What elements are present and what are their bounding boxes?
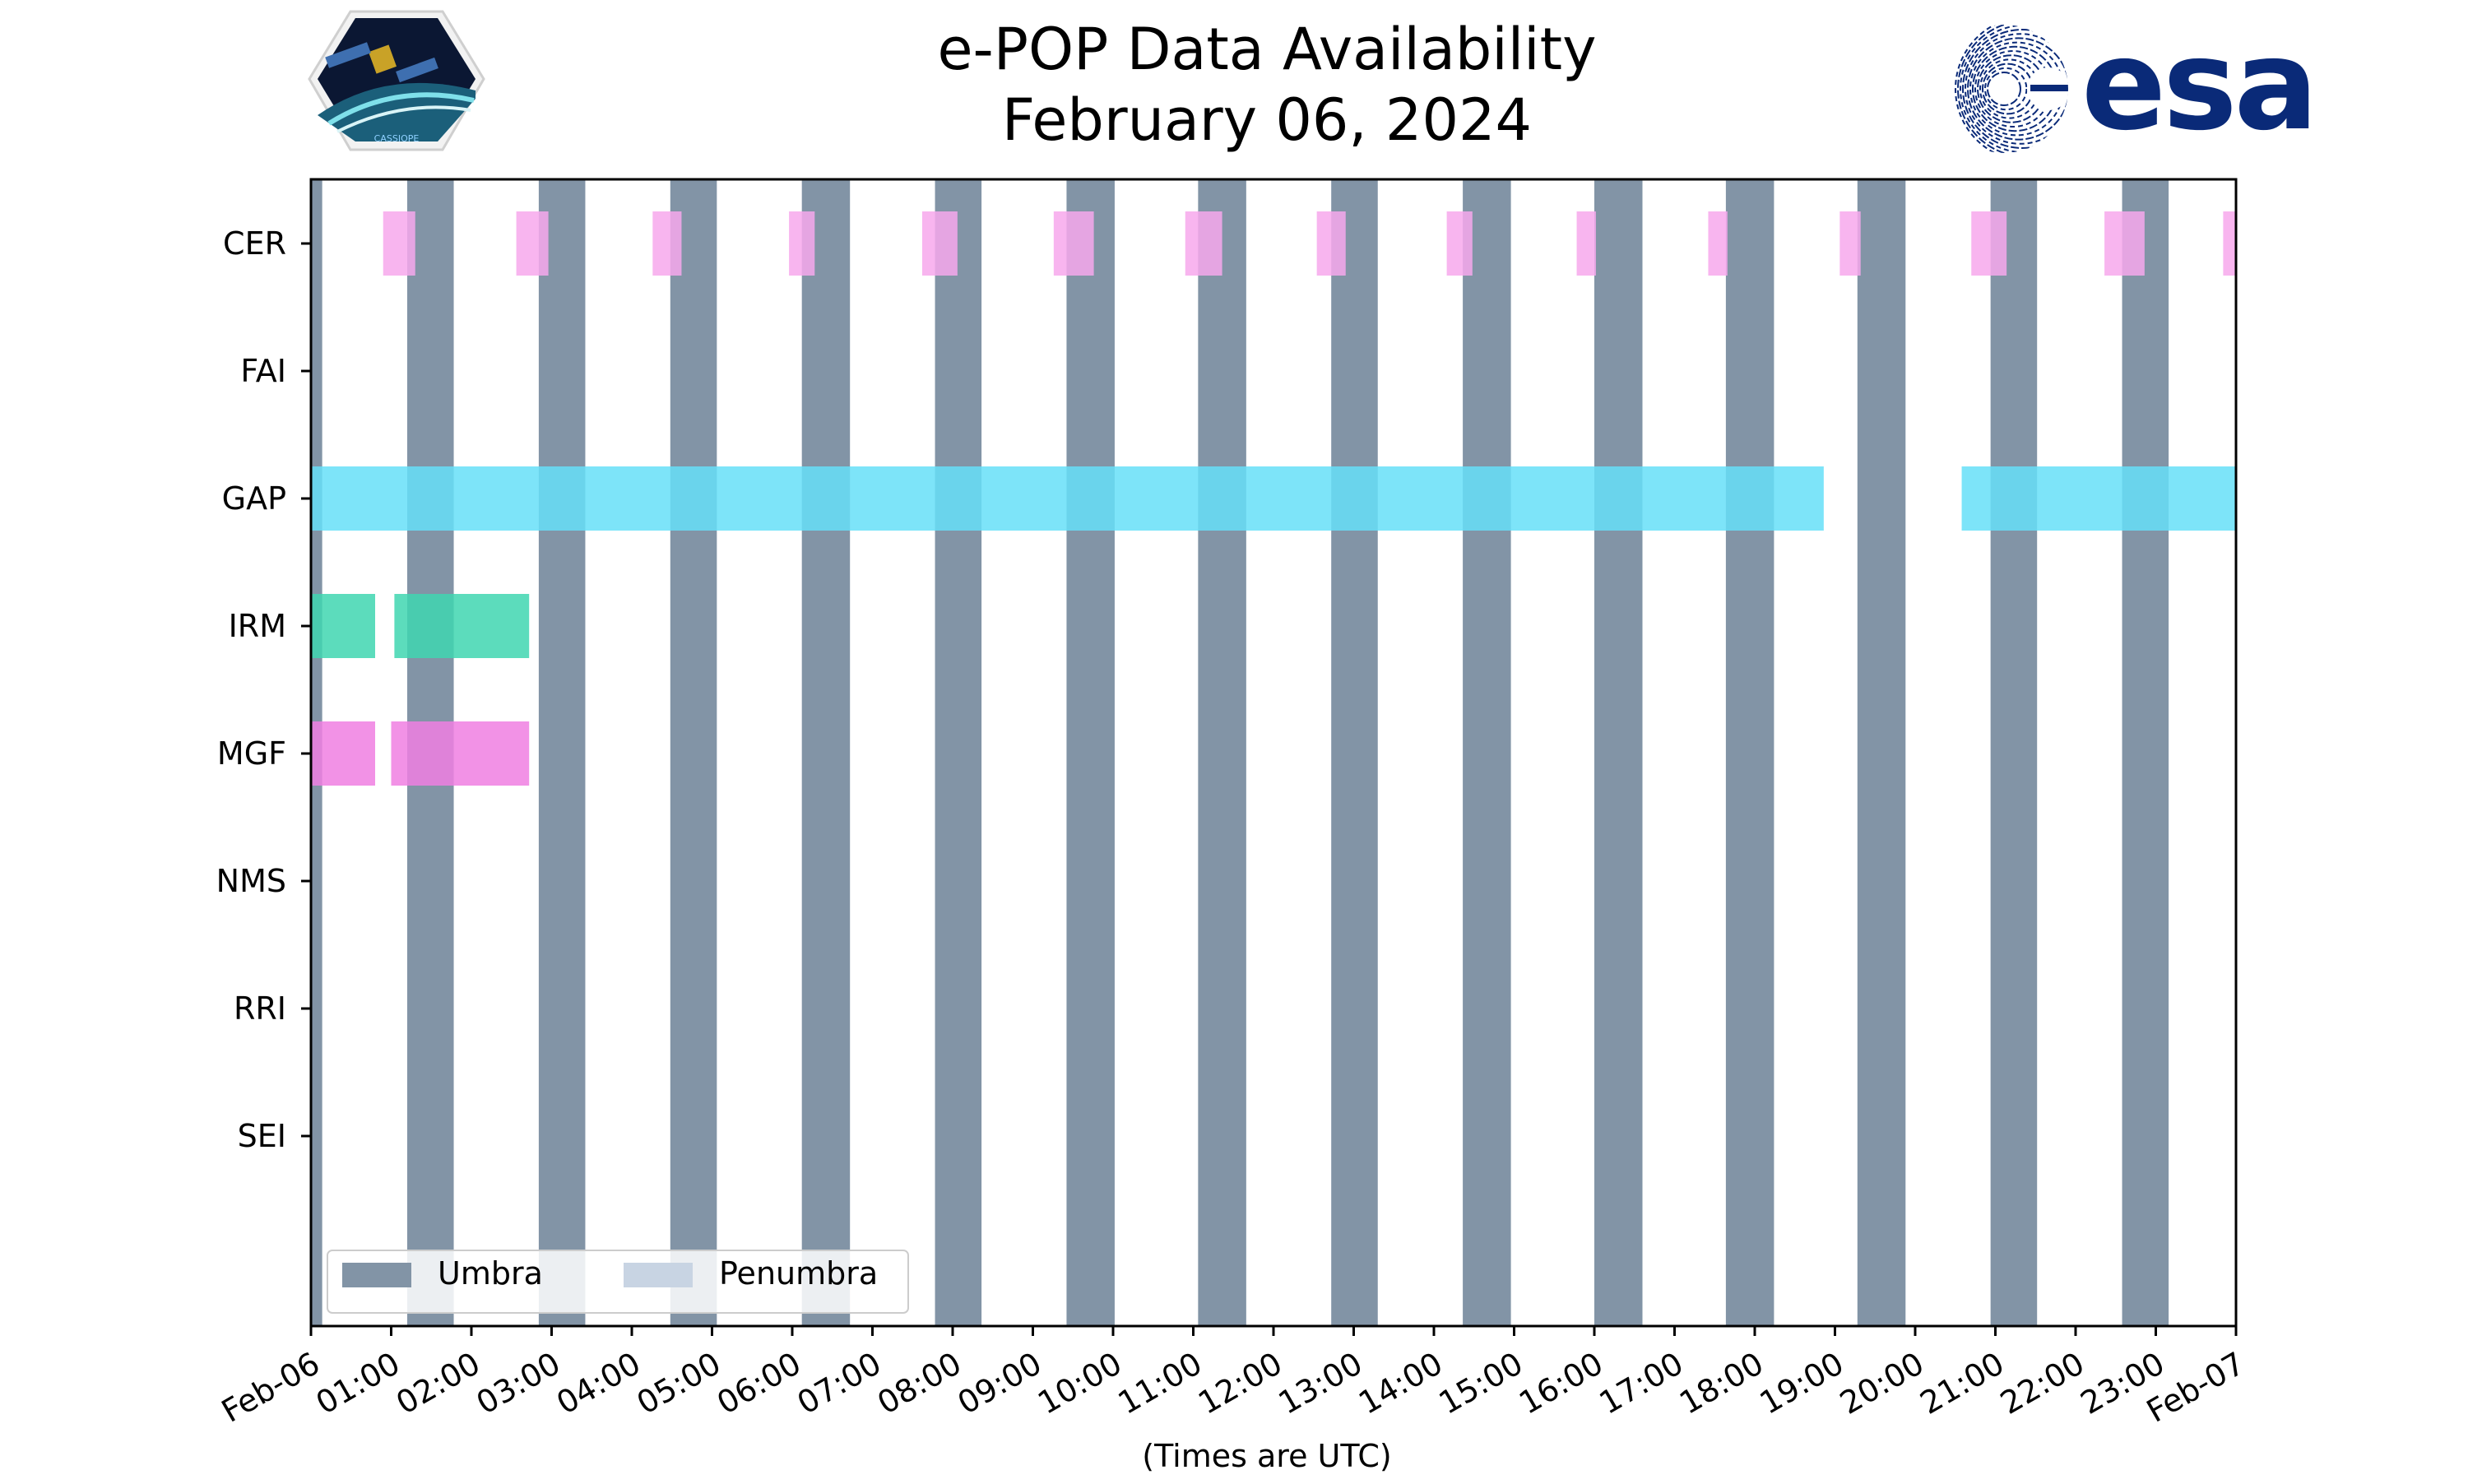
bar-gap-1 [1961,466,2236,531]
umbra-band-9 [1463,179,1511,1326]
bar-cer-5 [1053,211,1094,276]
x-tick-label-20: 20:00 [1834,1345,1930,1421]
legend-label-umbra: Umbra [438,1255,543,1292]
y-tick-label-mgf: MGF [217,735,286,772]
y-tick-label-irm: IRM [229,608,286,644]
bar-cer-9 [1576,211,1596,276]
x-tick-label-19: 19:00 [1754,1345,1850,1421]
x-tick-label-5: 05:00 [631,1345,727,1421]
legend: Umbra Penumbra [327,1250,909,1314]
umbra-band-14 [2122,179,2169,1326]
bar-mgf-1 [391,721,530,786]
x-tick-label-1: 01:00 [310,1345,406,1421]
y-tick-label-sei: SEI [238,1118,286,1154]
esa-wordmark: esa [2081,12,2315,158]
x-tick-label-12: 12:00 [1192,1345,1288,1421]
y-tick-label-rri: RRI [234,990,286,1027]
legend-frame [327,1250,909,1314]
x-tick-label-14: 14:00 [1352,1345,1449,1421]
umbra-band-12 [1857,179,1906,1326]
x-tick-label-2: 02:00 [390,1345,486,1421]
bar-cer-14 [2223,211,2236,276]
y-tick-label-nms: NMS [216,863,286,899]
chart-title-line-1: e-POP Data Availability [937,16,1596,83]
esa-logo: esa [1955,12,2318,158]
legend-label-penumbra: Penumbra [719,1255,878,1292]
esa-swirl-icon [1955,25,2068,153]
x-axis-label: (Times are UTC) [1142,1438,1391,1474]
satellite-icon [325,42,438,83]
umbra-layer [311,179,2169,1326]
umbra-band-4 [801,179,851,1326]
bar-cer-3 [789,211,815,276]
bar-cer-8 [1446,211,1473,276]
x-tick-label-11: 11:00 [1112,1345,1208,1421]
bar-mgf-0 [311,721,375,786]
umbra-band-6 [1066,179,1115,1326]
x-tick-label-7: 07:00 [791,1345,888,1421]
cassiope-mission-patch: CASSIOPE [308,10,485,151]
x-tick-label-15: 15:00 [1433,1345,1529,1421]
x-tick-label-21: 21:00 [1914,1345,2011,1421]
y-tick-label-cer: CER [223,225,286,262]
umbra-band-11 [1725,179,1774,1326]
chart-title-line-2: February 06, 2024 [1002,86,1532,154]
bar-cer-2 [652,211,682,276]
x-tick-label-6: 06:00 [711,1345,807,1421]
bar-irm-1 [394,594,530,658]
umbra-band-5 [935,179,982,1326]
x-tick-label-0: Feb-06 [216,1345,326,1430]
y-tick-label-fai: FAI [240,353,286,389]
x-tick-label-10: 10:00 [1032,1345,1128,1421]
umbra-band-3 [670,179,717,1326]
series-layer [311,211,2236,786]
plot-frame [309,178,2238,1328]
bar-cer-10 [1708,211,1728,276]
legend-swatch-penumbra [624,1263,693,1287]
x-tick-label-13: 13:00 [1273,1345,1369,1421]
bar-cer-7 [1316,211,1346,276]
bar-irm-0 [311,594,375,658]
x-tick-label-3: 03:00 [471,1345,567,1421]
umbra-band-13 [1990,179,2038,1326]
bar-gap-0 [311,466,1824,531]
x-tick-label-4: 04:00 [550,1345,647,1421]
cassiope-patch-text: CASSIOPE [374,133,420,144]
x-tick-label-17: 17:00 [1594,1345,1690,1421]
bar-cer-11 [1839,211,1861,276]
legend-swatch-umbra [342,1263,411,1287]
umbra-band-10 [1594,179,1643,1326]
x-tick-label-18: 18:00 [1673,1345,1770,1421]
bar-cer-13 [2104,211,2145,276]
x-tick-label-8: 08:00 [871,1345,967,1421]
bar-cer-6 [1185,211,1222,276]
y-tick-label-gap: GAP [222,480,286,517]
x-tick-label-22: 22:00 [1994,1345,2090,1421]
umbra-band-2 [538,179,586,1326]
x-tick-label-16: 16:00 [1513,1345,1609,1421]
bar-cer-4 [921,211,958,276]
bar-cer-12 [1971,211,2007,276]
umbra-band-7 [1198,179,1246,1326]
umbra-band-8 [1331,179,1378,1326]
x-tick-label-9: 09:00 [952,1345,1048,1421]
bar-cer-0 [383,211,415,276]
bar-cer-1 [516,211,549,276]
